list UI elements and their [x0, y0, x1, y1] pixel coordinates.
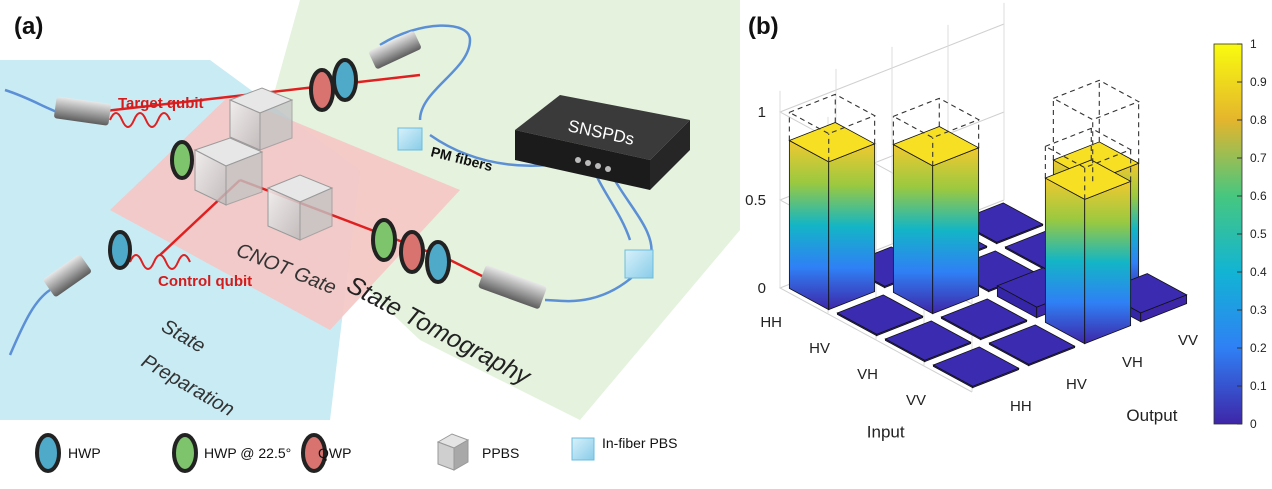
colorbar-tick-label: 0.7: [1250, 151, 1267, 165]
legend-ppbs-label: PPBS: [482, 445, 519, 461]
bar-front: [1085, 181, 1131, 343]
z-tick-label: 0: [758, 280, 766, 297]
bar-VV-VH: [1045, 160, 1130, 344]
in-fiber-pbs-icon: [625, 250, 653, 278]
in-fiber-pbs-icon: [398, 128, 422, 150]
z-tick-label: 1: [758, 104, 766, 121]
bar-front: [933, 148, 979, 314]
panel-a-label: (a): [14, 13, 43, 40]
control-qubit-label: Control qubit: [158, 273, 252, 290]
output-tick-label: HH: [1010, 398, 1032, 415]
ppbs-cube-icon: [438, 434, 468, 470]
output-axis-label: Output: [1126, 406, 1177, 425]
colorbar-tick-label: 0.9: [1250, 75, 1267, 89]
colorbar-tick-label: 0.4: [1250, 265, 1267, 279]
input-tick-label: HV: [809, 340, 830, 357]
colorbar-tick-label: 0.6: [1250, 189, 1267, 203]
input-tick-label: VH: [857, 366, 878, 383]
bar-side: [789, 141, 828, 310]
qwp-waveplate-icon: [311, 70, 333, 110]
legend-hwp-label: HWP: [68, 445, 101, 461]
colorbar-tick-label: 0.2: [1250, 341, 1267, 355]
in-fiber-pbs-icon: [572, 438, 594, 460]
legend-in-fiber-pbs-label: In-fiber PBS: [602, 435, 677, 451]
output-tick-label: VV: [1178, 332, 1198, 349]
output-tick-label: HV: [1066, 376, 1087, 393]
legend-hwp-22-label: HWP @ 22.5°: [204, 445, 291, 461]
z-tick-label: 0.5: [745, 192, 766, 209]
output-tick-label: VH: [1122, 354, 1143, 371]
colorbar-tick-label: 1: [1250, 37, 1257, 51]
colorbar-tick-label: 0.1: [1250, 379, 1267, 393]
colorbar-tick-label: 0.8: [1250, 113, 1267, 127]
hwp-waveplate-icon: [110, 232, 130, 268]
legend-qwp-label: QWP: [318, 445, 351, 461]
qwp-waveplate-icon: [401, 232, 423, 272]
legend: HWP HWP @ 22.5° QWP PPBS In-fiber PBS: [37, 434, 677, 471]
colorbar-tick-label: 0: [1250, 417, 1257, 431]
hwp-22-waveplate-icon: [174, 435, 196, 471]
input-tick-label: VV: [906, 392, 926, 409]
hwp-waveplate-icon: [427, 242, 449, 282]
colorbar: 0 0.1 0.2 0.3 0.4 0.5 0.6 0.7 0.8 0.9 1: [1214, 37, 1267, 431]
input-tick-label: HH: [760, 314, 782, 331]
truth-table-panel: (b) 0 0.5 1 HH HV VH VV HH HV VH VV Input Output 0 0.…: [740, 0, 1272, 484]
panel-b-label: (b): [748, 13, 779, 40]
bar-side: [893, 145, 932, 314]
hwp-22-waveplate-icon: [373, 220, 395, 260]
bar-HH-HH: [789, 122, 874, 309]
colorbar-tick-label: 0.5: [1250, 227, 1267, 241]
ideal-outline-top: [1053, 80, 1138, 119]
hwp-waveplate-icon: [37, 435, 59, 471]
target-qubit-label: Target qubit: [118, 95, 204, 112]
colorbar-tick-label: 0.3: [1250, 303, 1267, 317]
bar-HV-HV: [893, 126, 978, 313]
hwp-22-waveplate-icon: [172, 142, 192, 178]
input-axis-label: Input: [867, 423, 905, 442]
hwp-waveplate-icon: [334, 60, 356, 100]
bar-front: [829, 144, 875, 310]
bar-side: [1045, 178, 1084, 344]
setup-schematic-panel: SNSPDs (a) Target qubit Control qubit PM…: [0, 0, 740, 484]
setup-schematic: SNSPDs (a) Target qubit Control qubit PM…: [0, 0, 740, 484]
